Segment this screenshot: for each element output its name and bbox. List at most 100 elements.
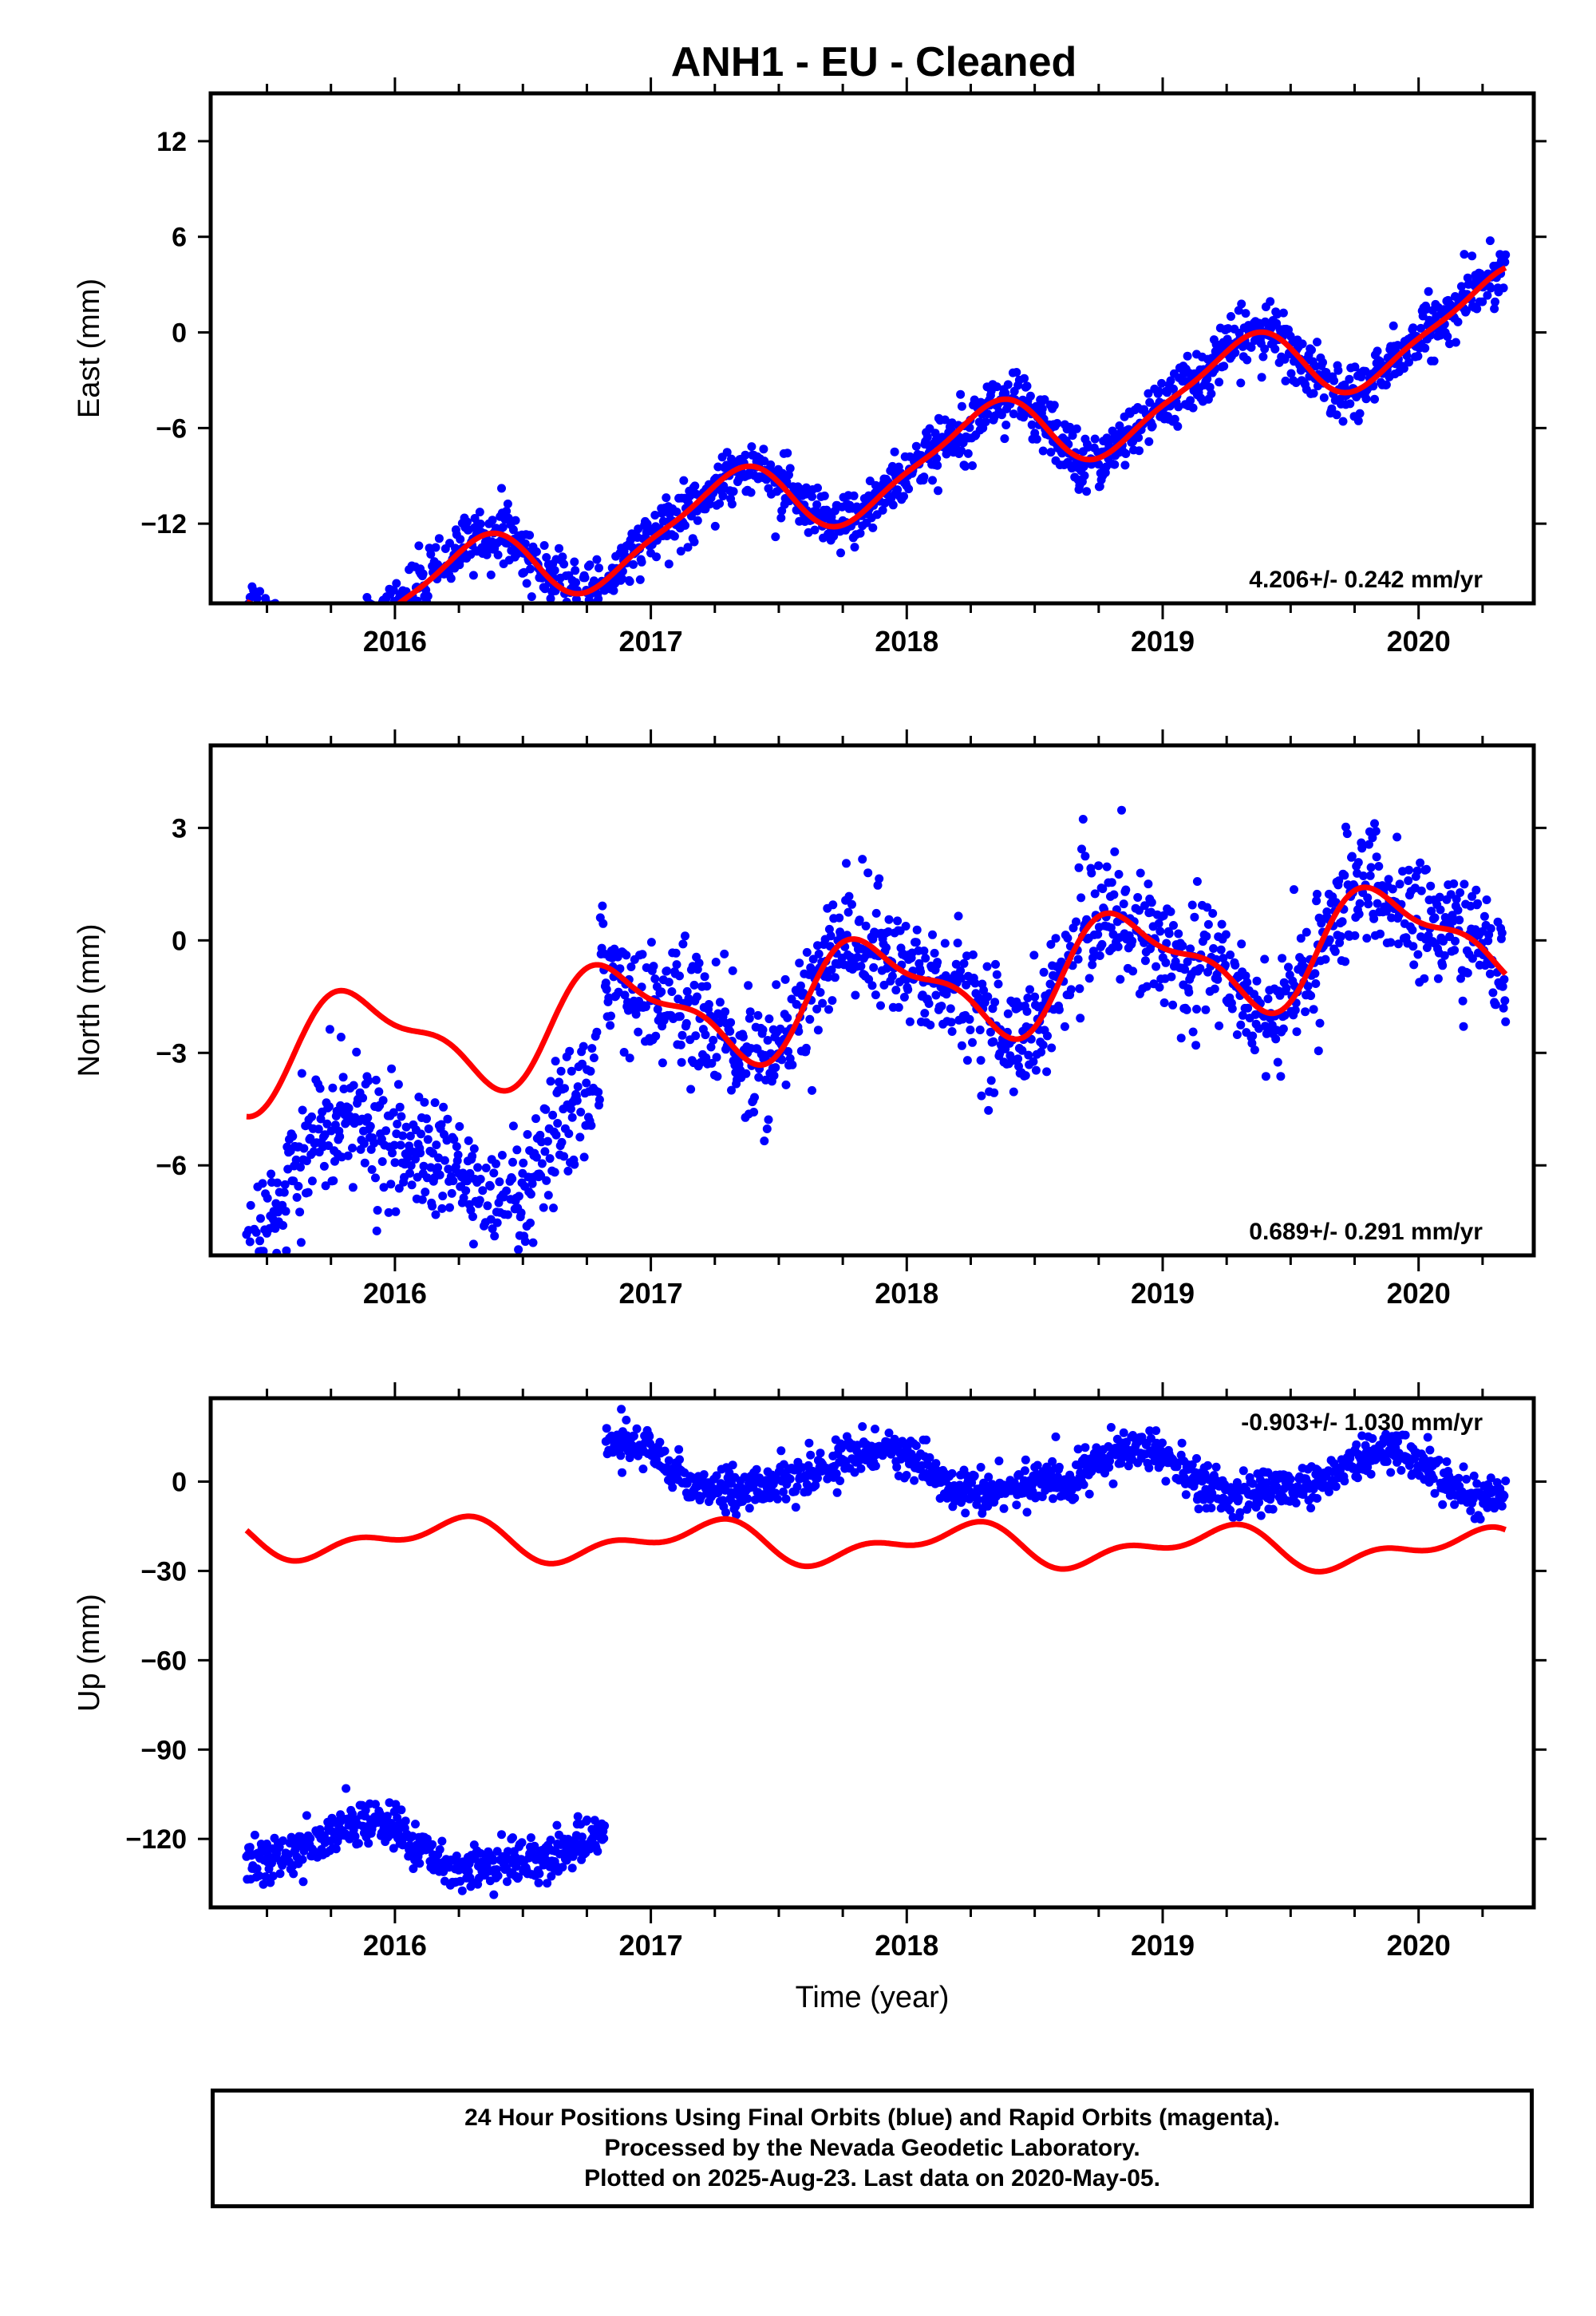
- east-point: [690, 481, 700, 491]
- east-point: [285, 639, 294, 648]
- up-x-tick-label: 2016: [363, 1929, 427, 1962]
- north-point: [855, 915, 864, 925]
- north-point: [816, 988, 825, 997]
- north-point: [924, 999, 934, 1008]
- up-point: [617, 1405, 626, 1414]
- east-point: [1000, 434, 1009, 444]
- up-point: [1235, 1508, 1245, 1517]
- north-point: [1021, 1071, 1030, 1081]
- east-point: [264, 607, 273, 616]
- up-point: [1187, 1460, 1197, 1469]
- east-y-tick-label: 0: [172, 318, 187, 349]
- north-y-tick-label: −6: [156, 1151, 187, 1181]
- up-point: [497, 1830, 506, 1840]
- east-point: [312, 655, 321, 664]
- east-x-tick-label: 2019: [1131, 625, 1195, 658]
- east-point: [1148, 421, 1157, 431]
- north-point: [1373, 899, 1382, 908]
- north-point: [1386, 938, 1396, 947]
- east-point: [1370, 394, 1379, 404]
- north-point: [873, 880, 883, 890]
- north-point: [754, 1073, 764, 1082]
- north-point: [576, 1108, 586, 1117]
- north-point: [481, 1164, 491, 1172]
- east-point: [322, 639, 331, 648]
- east-point: [336, 647, 345, 656]
- north-point: [990, 998, 1000, 1007]
- east-point: [334, 632, 343, 641]
- up-point: [1080, 1443, 1090, 1452]
- north-point: [701, 1030, 710, 1040]
- north-point: [528, 1238, 538, 1247]
- up-point: [397, 1805, 406, 1815]
- north-point: [587, 1044, 597, 1053]
- north-point: [905, 1017, 915, 1026]
- north-point: [587, 1120, 596, 1130]
- north-point: [1365, 840, 1373, 849]
- north-point: [771, 1063, 780, 1073]
- north-point: [531, 1152, 541, 1162]
- north-point: [582, 1078, 591, 1088]
- up-point: [401, 1816, 410, 1826]
- east-point: [629, 559, 638, 569]
- up-point: [1049, 1494, 1057, 1504]
- east-point: [526, 564, 535, 574]
- up-point: [732, 1510, 741, 1520]
- north-point: [1451, 936, 1460, 946]
- north-point: [453, 1150, 463, 1160]
- north-point: [1144, 879, 1153, 889]
- north-point: [1142, 982, 1152, 991]
- north-point: [335, 1132, 345, 1141]
- east-points: [243, 236, 1511, 664]
- north-point: [1003, 1009, 1013, 1018]
- north-point: [744, 981, 753, 990]
- north-point: [391, 1207, 401, 1216]
- north-point: [1365, 871, 1375, 880]
- east-point: [1203, 374, 1212, 384]
- north-point: [957, 1041, 966, 1050]
- east-point: [273, 626, 282, 634]
- east-x-tick-label: 2020: [1387, 625, 1451, 658]
- up-point: [437, 1836, 447, 1846]
- east-point: [276, 628, 285, 637]
- north-point: [377, 1157, 387, 1166]
- north-point: [706, 1042, 716, 1052]
- east-point: [1186, 396, 1195, 405]
- north-point: [762, 1124, 772, 1133]
- east-point: [693, 516, 702, 525]
- north-point: [1413, 950, 1423, 959]
- north-point: [365, 1121, 375, 1131]
- north-point: [764, 1115, 773, 1124]
- east-point: [558, 609, 567, 618]
- footer-box: 24 Hour Positions Using Final Orbits (bl…: [211, 2089, 1534, 2208]
- up-point: [811, 1480, 820, 1490]
- east-point: [919, 472, 929, 482]
- north-point: [903, 985, 913, 994]
- up-point: [289, 1869, 298, 1879]
- up-point: [856, 1464, 866, 1473]
- north-point: [1312, 896, 1321, 906]
- east-point: [1237, 299, 1246, 309]
- north-point: [672, 960, 681, 970]
- north-point: [1184, 987, 1194, 997]
- north-point: [1166, 907, 1175, 916]
- north-point: [1290, 885, 1298, 895]
- up-point: [1234, 1494, 1243, 1503]
- up-point: [1192, 1454, 1201, 1463]
- up-point: [268, 1871, 278, 1881]
- east-point: [268, 610, 277, 619]
- east-point: [1022, 381, 1032, 391]
- north-point: [468, 1152, 477, 1161]
- east-point: [341, 643, 350, 652]
- east-point: [715, 499, 725, 508]
- east-point: [813, 483, 822, 492]
- east-point: [1373, 346, 1382, 356]
- east-point: [346, 634, 355, 643]
- north-point: [861, 921, 871, 931]
- north-point: [1460, 879, 1469, 889]
- north-point: [489, 1168, 499, 1178]
- north-point: [369, 1138, 379, 1148]
- north-point: [550, 1168, 559, 1177]
- east-point: [1408, 323, 1418, 333]
- east-point: [1491, 297, 1499, 306]
